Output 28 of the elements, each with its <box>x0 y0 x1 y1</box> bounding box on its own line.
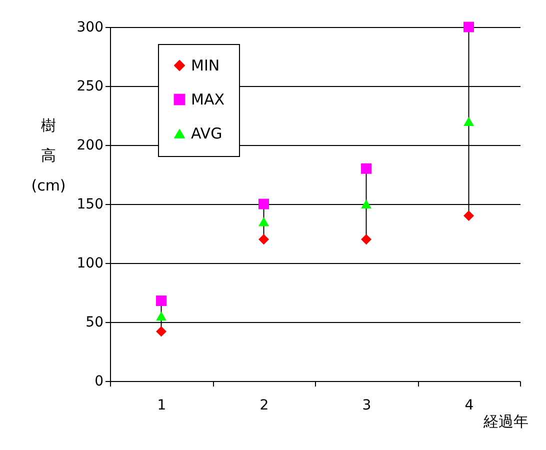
legend-label: AVG <box>191 124 222 142</box>
y-tick-label: 0 <box>94 374 104 390</box>
point <box>361 234 372 245</box>
point <box>361 199 372 209</box>
x-tick-label: 4 <box>464 398 474 414</box>
y-tick-label: 300 <box>76 20 104 36</box>
point <box>156 326 166 337</box>
point <box>464 116 474 126</box>
point <box>258 198 269 210</box>
point <box>258 217 269 226</box>
legend-label: MIN <box>191 56 220 74</box>
y-tick-label: 250 <box>76 78 104 94</box>
x-axis-title: 経過年 <box>482 412 528 430</box>
point <box>258 234 269 245</box>
y-tick-label: 100 <box>76 256 104 272</box>
point <box>156 296 166 306</box>
legend-label: MAX <box>191 90 224 108</box>
x-tick-label: 3 <box>362 398 372 414</box>
y-tick-label: 50 <box>86 314 104 330</box>
x-tick-label: 2 <box>260 398 269 414</box>
point <box>464 22 474 32</box>
point <box>156 312 166 321</box>
x-tick-label: 1 <box>157 398 166 414</box>
y-axis-title: 樹高(cm) <box>31 116 66 195</box>
y-tick-label: 200 <box>76 138 104 154</box>
point <box>464 210 474 222</box>
point <box>361 163 372 174</box>
y-tick-label: 150 <box>76 196 104 212</box>
